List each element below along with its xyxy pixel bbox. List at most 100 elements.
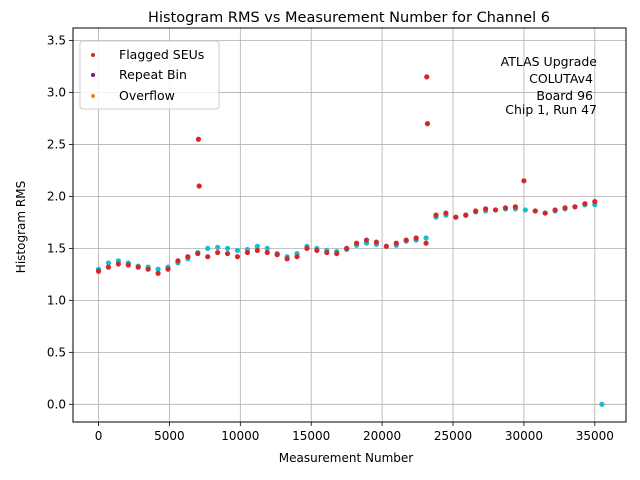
legend-marker-overflow [91,94,95,98]
base-data-point [215,244,221,250]
y-tick-label: 2.5 [47,137,66,151]
flagged-seu-point [532,208,538,214]
flagged-seu-point [115,261,121,267]
flagged-seu-point [125,262,131,268]
flagged-seu-point [383,243,389,249]
x-tick-label: 30000 [505,429,543,443]
flagged-seu-point [552,207,558,213]
legend-label-flagged-seus: Flagged SEUs [119,47,204,62]
flagged-seu-point [413,235,419,241]
y-tick-label: 3.0 [47,85,66,99]
x-axis-label: Measurement Number [279,451,413,465]
flagged-seu-point [145,266,151,272]
flagged-seu-point [443,210,449,216]
flagged-seu-point [433,212,439,218]
flagged-seu-point [344,245,350,251]
flagged-seu-point [423,240,429,246]
y-tick-label: 0.0 [47,397,66,411]
legend-label-overflow: Overflow [119,88,175,103]
y-axis: 0.0 0.5 1.0 1.5 2.0 2.5 3.0 3.5 [47,33,73,411]
base-data-point [224,245,231,251]
flagged-seu-point [215,249,221,256]
flagged-seu-point [562,205,568,211]
y-axis-label: Histogram RMS [14,181,28,273]
flagged-seu-point [463,212,469,218]
flagged-seu-point [363,237,370,243]
plot-frame [72,27,627,423]
flagged-seu-point [521,178,527,184]
flagged-seu-point [572,204,578,210]
flagged-seu-point [95,268,102,274]
flagged-seu-point [353,240,360,246]
base-data-point [264,245,270,251]
flagged-seu-point [492,207,499,213]
x-tick-label: 35000 [576,429,614,443]
flagged-seu-point [582,201,588,207]
base-data-point [155,266,161,272]
flagged-seu-point [314,247,320,254]
flagged-seu-point [135,264,141,270]
base-data-point [105,260,112,266]
flagged-seu-point [165,266,171,272]
flagged-seu-point [502,205,509,211]
x-tick-label: 20000 [363,429,401,443]
flagged-seu-point [185,254,191,260]
flagged-seu-point [264,249,270,256]
x-tick-label: 25000 [434,429,472,443]
flagged-seu-point [424,74,430,80]
legend-marker-flagged-seus [91,53,95,57]
flagged-seu-point [393,240,399,246]
flagged-seu-point [294,254,300,260]
legend: Flagged SEUs Repeat Bin Overflow [79,40,220,110]
grid [73,28,626,422]
flagged-seu-point [195,250,201,257]
x-axis: 0 5000 10000 15000 20000 25000 30000 35000 [95,422,614,443]
flagged-seu-point [512,204,519,210]
flagged-seu-point [205,254,211,260]
annotation-line-2: COLUTAv4 [529,71,593,86]
flagged-seu-point [195,136,202,142]
annotation: ATLAS Upgrade COLUTAv4 Board 96 Chip 1, … [501,54,598,117]
x-tick-label: 15000 [292,429,330,443]
base-data-point [599,401,605,407]
x-tick-label: 5000 [154,429,185,443]
flagged-seu-point [234,254,241,260]
legend-marker-repeat-bin [91,73,95,77]
y-tick-label: 2.0 [47,189,66,203]
flagged-seu-point [424,121,431,127]
annotation-line-1: ATLAS Upgrade [501,54,598,69]
flagged-seu-point [274,252,280,258]
base-data-point [423,235,429,241]
flagged-seu-point [105,264,112,270]
y-tick-label: 1.5 [47,241,66,255]
x-tick-label: 0 [95,429,103,443]
annotation-line-4: Chip 1, Run 47 [505,102,597,117]
flagged-seu-point [483,206,489,212]
base-data-point [254,243,260,249]
flagged-seu-point [403,237,409,243]
legend-label-repeat-bin: Repeat Bin [119,67,187,82]
flagged-seu-point [244,249,251,256]
flagged-seu-point [224,250,231,257]
flagged-seu-point [155,270,161,276]
flagged-seu-point [196,183,202,189]
flagged-seu-point [373,239,380,245]
base-data-point [234,247,241,254]
flagged-seu-point [284,256,290,262]
flagged-seu-point [334,250,340,257]
y-tick-label: 1.0 [47,293,66,307]
flagged-seu-point [592,199,598,205]
x-tick-label: 10000 [221,429,259,443]
flagged-seu-point [542,210,548,216]
flagged-seu-point [254,247,260,254]
flagged-seus-points [95,74,598,276]
annotation-line-3: Board 96 [536,88,593,103]
flagged-seu-point [304,245,310,251]
legend-box [79,40,220,110]
flagged-seu-point [453,214,459,220]
y-tick-label: 3.5 [47,33,66,47]
flagged-seu-point [473,208,479,214]
chart-title: Histogram RMS vs Measurement Number for … [148,10,550,26]
base-data-point [205,245,211,251]
